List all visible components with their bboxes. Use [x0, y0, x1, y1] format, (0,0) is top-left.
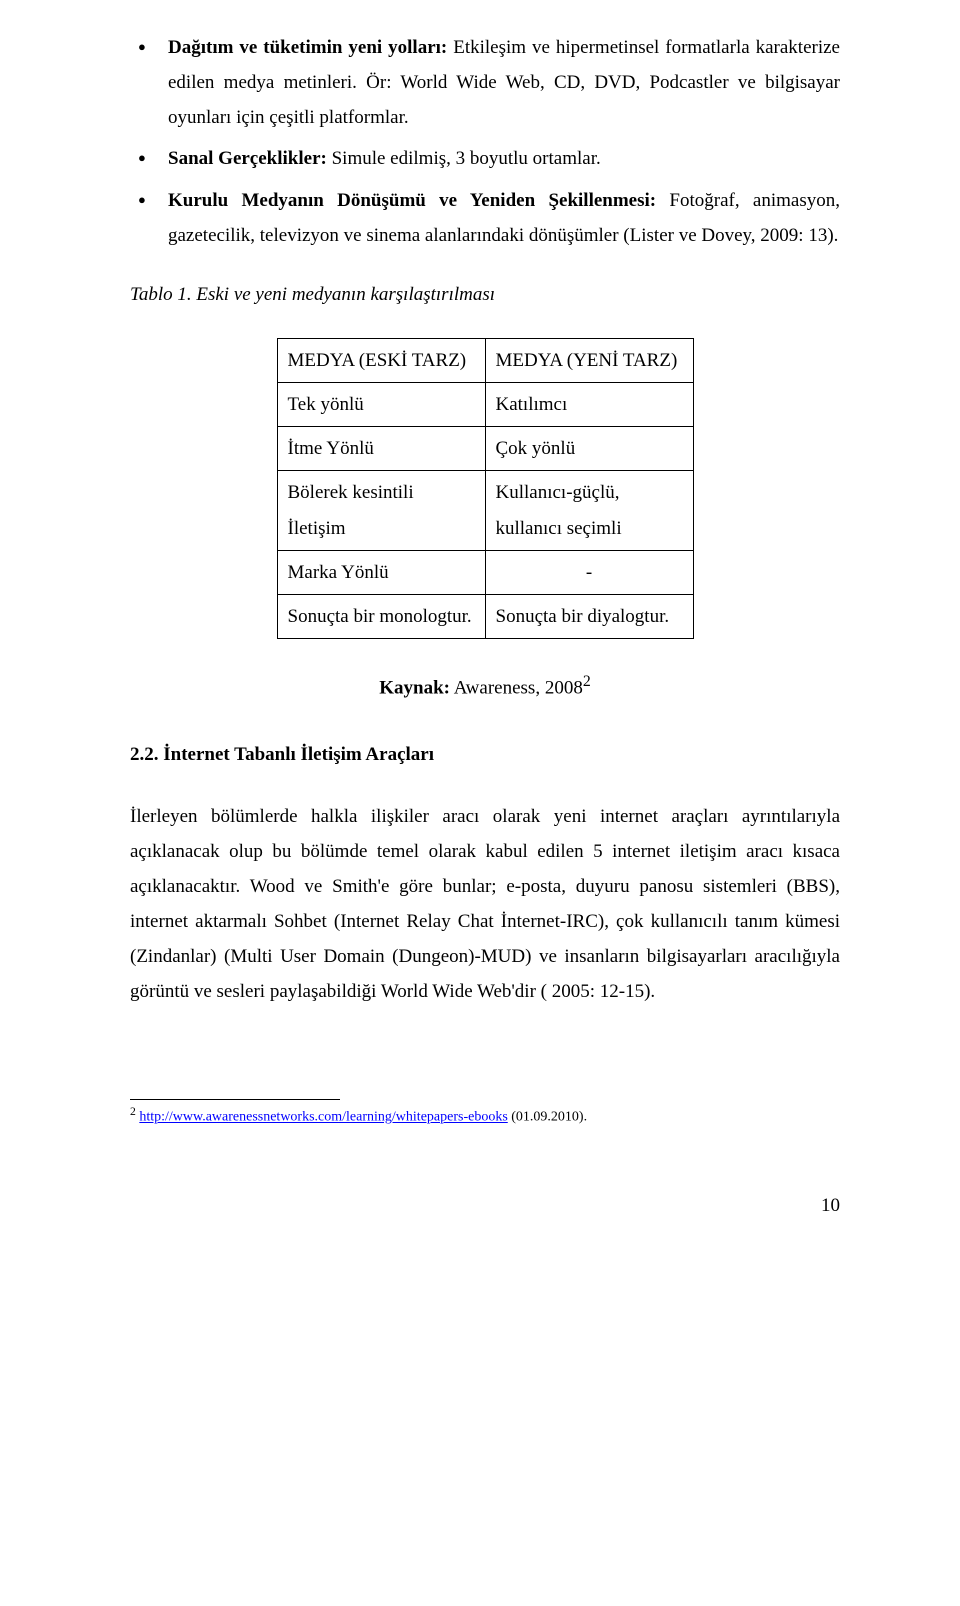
bullet-bold: Dağıtım ve tüketimin yeni yolları:: [168, 37, 447, 58]
table-row: Tek yönlü Katılımcı: [277, 383, 693, 427]
footnote: 2 http://www.awarenessnetworks.com/learn…: [130, 1104, 840, 1127]
bullet-item: Sanal Gerçeklikler: Simule edilmiş, 3 bo…: [130, 141, 840, 176]
footnote-rule: [130, 1099, 340, 1100]
bullet-item: Kurulu Medyanın Dönüşümü ve Yeniden Şeki…: [130, 183, 840, 253]
bullet-item: Dağıtım ve tüketimin yeni yolları: Etkil…: [130, 30, 840, 135]
source-sup: 2: [583, 673, 591, 690]
table-cell: Kullanıcı-güçlü, kullanıcı seçimli: [485, 471, 693, 550]
source-text: Awareness, 2008: [450, 677, 583, 698]
table-cell: İtme Yönlü: [277, 427, 485, 471]
table-cell: Tek yönlü: [277, 383, 485, 427]
bullet-bold: Sanal Gerçeklikler:: [168, 148, 327, 169]
table-cell: Marka Yönlü: [277, 550, 485, 594]
table-source: Kaynak: Awareness, 20082: [130, 667, 840, 705]
table-cell: Çok yönlü: [485, 427, 693, 471]
table-header-right: MEDYA (YENİ TARZ): [485, 338, 693, 382]
bullet-bold: Kurulu Medyanın Dönüşümü ve Yeniden Şeki…: [168, 190, 656, 211]
footnote-number: 2: [130, 1105, 136, 1118]
table-cell: Sonuçta bir diyalogtur.: [485, 594, 693, 638]
table-cell: Katılımcı: [485, 383, 693, 427]
table-row: Bölerek kesintili İletişim Kullanıcı-güç…: [277, 471, 693, 550]
comparison-table: MEDYA (ESKİ TARZ) MEDYA (YENİ TARZ) Tek …: [277, 338, 694, 639]
page-number: 10: [130, 1188, 840, 1223]
table-row: Marka Yönlü -: [277, 550, 693, 594]
section-heading: 2.2. İnternet Tabanlı İletişim Araçları: [130, 737, 840, 772]
table-cell: Bölerek kesintili İletişim: [277, 471, 485, 550]
table-row: Sonuçta bir monologtur. Sonuçta bir diya…: [277, 594, 693, 638]
table-cell: Sonuçta bir monologtur.: [277, 594, 485, 638]
bullet-list: Dağıtım ve tüketimin yeni yolları: Etkil…: [130, 30, 840, 253]
table-caption: Tablo 1. Eski ve yeni medyanın karşılaşt…: [130, 277, 840, 312]
table-row: İtme Yönlü Çok yönlü: [277, 427, 693, 471]
source-label: Kaynak:: [379, 677, 450, 698]
table-cell: -: [485, 550, 693, 594]
body-paragraph: İlerleyen bölümlerde halkla ilişkiler ar…: [130, 799, 840, 1010]
table-row: MEDYA (ESKİ TARZ) MEDYA (YENİ TARZ): [277, 338, 693, 382]
table-header-left: MEDYA (ESKİ TARZ): [277, 338, 485, 382]
footnote-link[interactable]: http://www.awarenessnetworks.com/learnin…: [139, 1110, 507, 1125]
footnote-tail: (01.09.2010).: [508, 1110, 587, 1125]
bullet-text: Simule edilmiş, 3 boyutlu ortamlar.: [327, 148, 601, 169]
